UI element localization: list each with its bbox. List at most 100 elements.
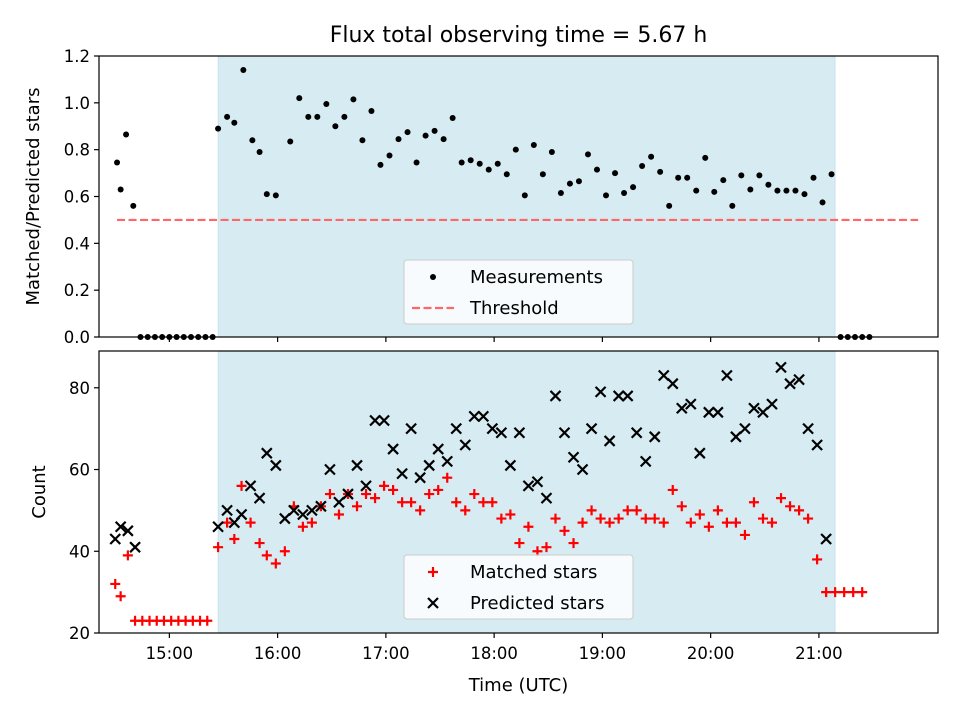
matched-stars-point [550, 513, 561, 524]
measurement-point [774, 187, 781, 194]
matched-stars-point [694, 509, 705, 520]
predicted-stars-point [766, 398, 778, 410]
legend-predicted-stars-marker [427, 597, 439, 609]
measurement-point [693, 187, 700, 194]
matched-stars-point [857, 587, 868, 598]
matched-stars-point [757, 513, 768, 524]
predicted-stars-point [576, 463, 589, 476]
measurement-point [521, 192, 528, 199]
matched-stars-point [595, 513, 606, 524]
matched-stars-point [442, 472, 453, 483]
predicted-stars-point [432, 443, 444, 455]
predicted-stars-point [793, 373, 805, 386]
top-legend-box [403, 259, 634, 325]
matched-stars-point [767, 517, 778, 528]
predicted-stars-point [567, 451, 580, 464]
measurement-point [729, 202, 736, 209]
measurement-point [485, 166, 492, 173]
predicted-stars-point [712, 406, 724, 419]
matched-stars-point [604, 517, 615, 528]
predicted-stars-point [594, 386, 607, 398]
measurement-point [548, 149, 555, 156]
measurement-point [747, 186, 754, 193]
matched-stars-point [397, 497, 408, 508]
predicted-stars-point [639, 455, 652, 468]
legend-label: Threshold [469, 298, 559, 319]
measurement-point [377, 161, 384, 168]
predicted-stars-point [648, 431, 661, 443]
predicted-stars-point [122, 525, 134, 537]
predicted-stars-point [558, 426, 571, 439]
matched-stars-point [115, 591, 126, 602]
matched-stars-point [658, 517, 669, 528]
measurement-point [272, 192, 279, 199]
measurement-point [720, 177, 727, 184]
matched-stars-point [703, 521, 714, 532]
top-y-tick-label: 0.4 [64, 234, 90, 253]
measurement-point [828, 171, 835, 178]
measurement-point [575, 178, 582, 185]
legend-matched-stars-marker [428, 567, 438, 577]
matched-stars-point [370, 493, 381, 504]
predicted-stars-point [802, 422, 814, 435]
predicted-stars-point [739, 422, 751, 435]
predicted-stars-point [450, 422, 463, 435]
matched-stars-point [478, 497, 489, 508]
predicted-stars-point [721, 369, 733, 382]
matched-stars-point [469, 489, 480, 500]
measurement-point [684, 174, 691, 181]
matched-stars-point [685, 517, 696, 528]
predicted-stars-point [221, 504, 233, 517]
figure-title: Flux total observing time = 5.67 h [330, 23, 708, 48]
measurement-point [449, 115, 456, 122]
matched-stars-point [523, 521, 534, 532]
measurement-point [738, 172, 745, 179]
measurement-point [123, 131, 130, 138]
measurement-point [458, 159, 465, 166]
predicted-stars-point [297, 508, 309, 521]
matched-stars-point [622, 505, 633, 516]
predicted-stars-point [306, 504, 318, 517]
measurement-point [675, 174, 682, 181]
predicted-stars-point [315, 500, 327, 513]
predicted-stars-point [495, 426, 508, 439]
matched-stars-point [586, 505, 597, 516]
matched-stars-point [254, 538, 265, 549]
matched-stars-point [640, 513, 651, 524]
predicted-stars-point [676, 402, 688, 414]
predicted-stars-point [342, 488, 354, 500]
measurement-point [114, 159, 121, 166]
predicted-stars-point [630, 426, 643, 439]
predicted-stars-point [694, 447, 706, 459]
matched-stars-point [848, 587, 859, 598]
measurement-point [287, 138, 294, 145]
predicted-stars-point [369, 414, 381, 427]
measurement-point [215, 125, 222, 132]
measurement-point [249, 137, 256, 144]
top-y-tick-label: 0.0 [64, 328, 90, 347]
measurement-point [756, 172, 763, 179]
matched-stars-point [261, 550, 272, 561]
measurement-point [256, 149, 263, 156]
matched-stars-point [424, 489, 435, 500]
matched-stars-point [213, 542, 224, 553]
predicted-stars-point [129, 541, 141, 553]
predicted-stars-point [504, 459, 517, 472]
measurement-point [765, 181, 772, 188]
legend-label: Matched stars [470, 562, 597, 583]
top-y-tick-label: 1.0 [64, 94, 90, 113]
matched-stars-point [559, 525, 570, 536]
measurement-point [593, 166, 600, 173]
measurement-point [566, 180, 573, 187]
matched-stars-point [451, 497, 462, 508]
measurement-point [341, 113, 348, 120]
predicted-stars-point [513, 426, 526, 439]
measurement-point [404, 129, 411, 136]
top-legend: Measurements Threshold [403, 259, 634, 325]
measurement-point [783, 187, 790, 194]
matched-stars-point [333, 509, 344, 520]
matched-stars-point [352, 501, 363, 512]
measurement-point [386, 152, 393, 159]
predicted-stars-point [459, 439, 472, 451]
predicted-stars-point [405, 422, 417, 435]
